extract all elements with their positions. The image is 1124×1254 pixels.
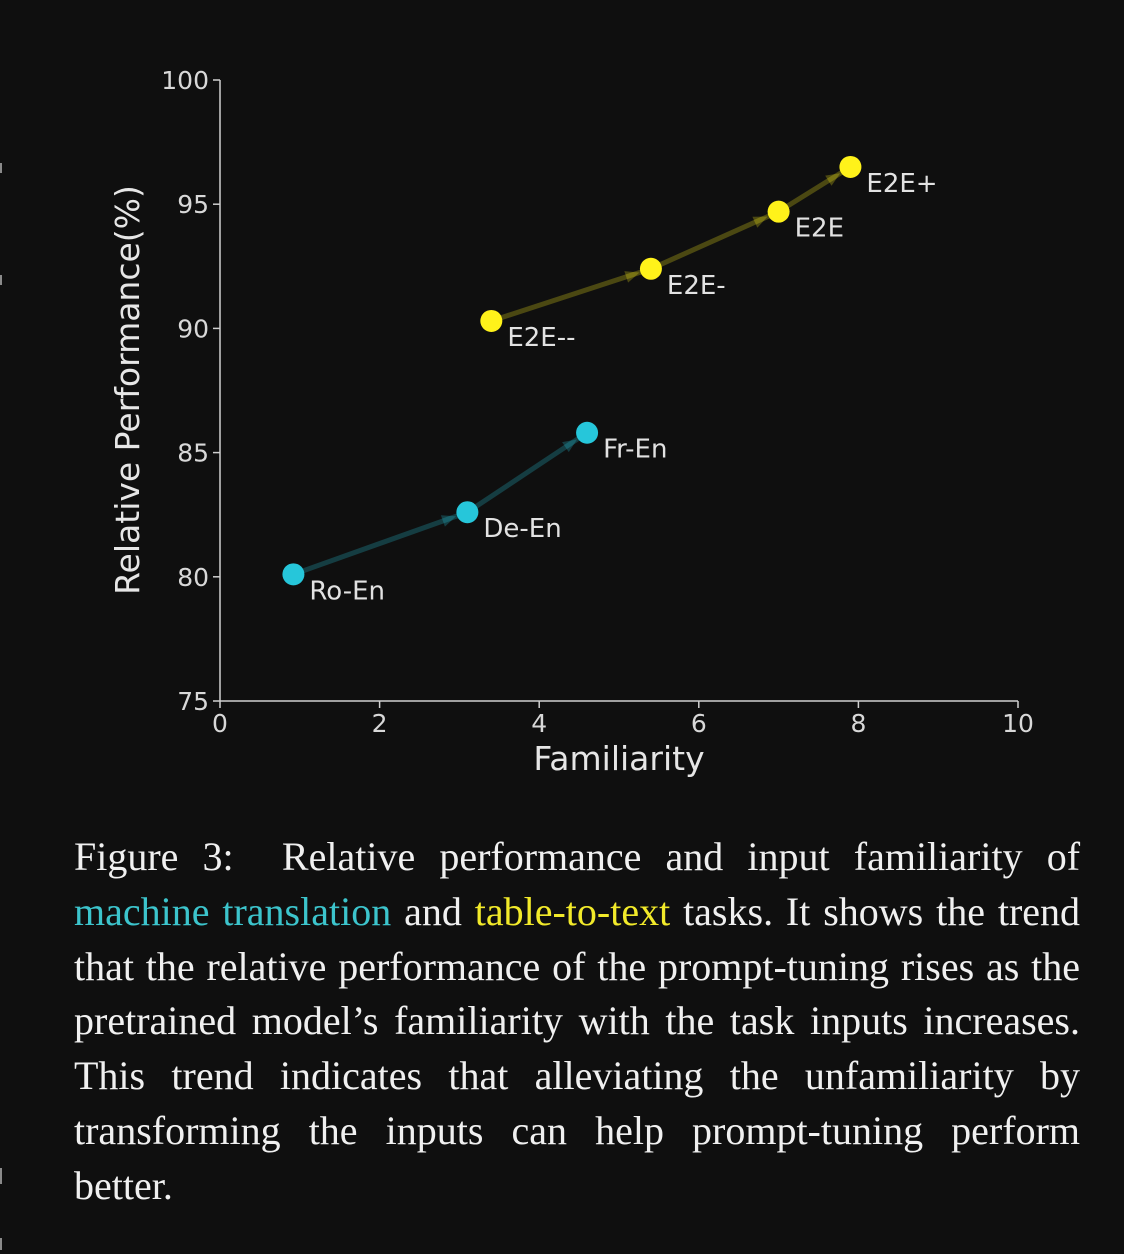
series-lines: [290, 164, 853, 577]
point-label-e2e: E2E: [795, 214, 844, 244]
point-label-ro-en: Ro-En: [309, 576, 385, 606]
point-label-e2e+: E2E+: [866, 169, 937, 199]
series-0-segment: [464, 430, 590, 515]
x-axis-title: Familiarity: [533, 739, 704, 778]
data-point-ro-en: [282, 563, 305, 586]
left-edge-mark: [0, 163, 2, 173]
x-tick-label: 0: [212, 709, 228, 738]
chart-axes: [219, 80, 1018, 702]
series-points: [282, 155, 862, 586]
series-1-arrowhead: [752, 216, 768, 228]
y-tick-label: 75: [177, 687, 209, 716]
data-point-e2e-: [639, 257, 662, 280]
caption-highlight-machine-translation: machine translation: [74, 888, 392, 934]
caption-text: tasks. It shows the trend that the relat…: [74, 888, 1081, 1208]
left-edge-mark: [0, 275, 2, 285]
x-tick-label: 6: [691, 709, 707, 738]
data-point-e2e: [767, 200, 790, 223]
y-tick-label: 80: [177, 563, 209, 592]
series-1-arrowhead: [624, 271, 640, 283]
series-1-arrowhead: [825, 173, 841, 186]
figure-label: Figure 3:: [74, 834, 234, 879]
y-tick-label: 85: [177, 439, 209, 468]
point-label-e2e--: E2E--: [507, 323, 575, 353]
data-point-de-en: [456, 501, 479, 524]
y-tick-label: 95: [177, 190, 209, 219]
y-axis-title: Relative Performance(%): [108, 185, 147, 595]
familiarity-performance-chart: 0 2 4 6 8 10 75 80 85 90 95 100 Ro-En De-En Fr-En E2E-…: [108, 66, 1034, 778]
x-tick-label: 10: [1002, 709, 1034, 738]
series-1-segment: [648, 209, 782, 272]
data-point-fr-en: [576, 421, 599, 444]
caption-text: and: [404, 888, 462, 934]
series-1-segment: [776, 164, 853, 215]
series-0-arrowhead: [440, 515, 457, 527]
x-tick-label: 4: [531, 709, 547, 738]
x-tick-label: 8: [850, 709, 866, 738]
point-label-e2e-: E2E-: [667, 271, 726, 301]
point-labels: Ro-En De-En Fr-En E2E-- E2E- E2E E2E+: [309, 169, 937, 606]
chart-ticks: 0 2 4 6 8 10 75 80 85 90 95 100: [161, 66, 1034, 738]
y-tick-label: 100: [161, 66, 209, 95]
series-0-arrowhead: [562, 439, 578, 453]
data-point-e2e--: [480, 309, 503, 332]
point-label-fr-en: Fr-En: [603, 435, 667, 465]
series-0-segment: [290, 509, 470, 577]
caption-highlight-table-to-text: table-to-text: [474, 888, 671, 934]
caption-text: Relative performance and input familiari…: [281, 834, 1081, 879]
x-tick-label: 2: [372, 709, 388, 738]
series-1-segment: [488, 266, 654, 324]
figure-caption: Figure 3: Relative performance and input…: [74, 830, 1080, 1214]
data-point-e2e+: [839, 155, 862, 178]
y-tick-label: 90: [177, 314, 209, 343]
point-label-de-en: De-En: [483, 514, 561, 544]
left-edge-mark: [0, 1168, 2, 1184]
left-edge-mark: [0, 1238, 2, 1250]
